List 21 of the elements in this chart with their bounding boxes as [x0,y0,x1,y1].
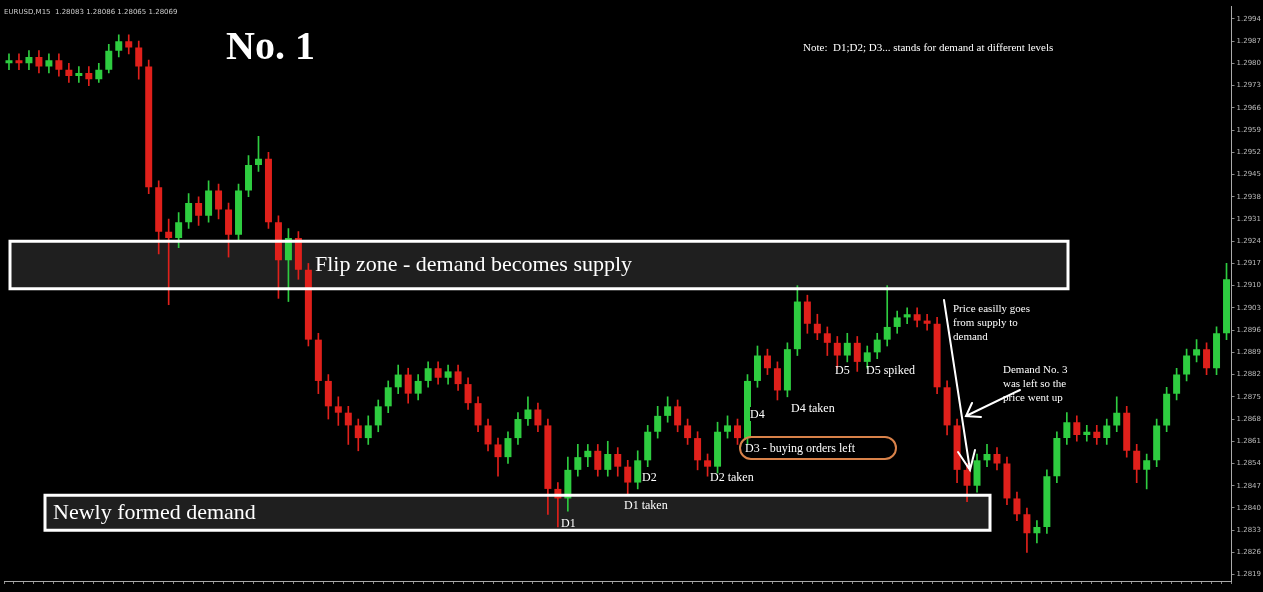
annotation: Price easilly goes from supply to demand [953,301,1030,343]
candlestick [923,313,931,331]
annotation: D4 [750,407,765,421]
band-label: Flip zone - demand becomes supply [315,250,633,276]
candlestick [903,307,911,325]
annotation: D5 [835,363,850,377]
candlestick [334,396,342,426]
annotation: Note: D1;D2; D3... stands for demand at different levels [803,40,1054,54]
annotation: D4 taken [791,401,835,415]
candlestick [1083,425,1091,442]
annotation: D3 - buying orders left [739,436,897,460]
annotation: D1 taken [624,498,668,512]
band-label: Newly formed demand [53,498,256,524]
annotation: D5 spiked [866,363,915,377]
chart-title: No. 1 [226,22,315,69]
annotation: D1 [561,516,576,530]
candlestick [5,53,13,71]
candlestick [75,66,83,83]
annotation: D2 taken [710,470,754,484]
annotation: D2 [642,470,657,484]
candlestick [15,53,23,71]
